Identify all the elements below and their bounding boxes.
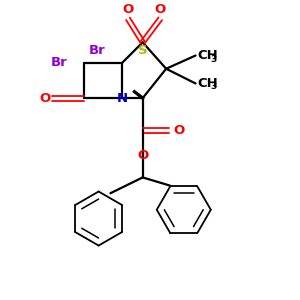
Text: O: O [137, 149, 148, 162]
Text: Br: Br [88, 44, 105, 57]
Text: CH: CH [198, 77, 219, 90]
Text: O: O [39, 92, 50, 105]
Text: 3: 3 [210, 82, 217, 91]
Text: 3: 3 [210, 55, 217, 64]
Text: CH: CH [198, 49, 219, 62]
Text: N: N [116, 92, 128, 105]
Text: Br: Br [51, 56, 68, 69]
Text: O: O [122, 3, 134, 16]
Text: O: O [173, 124, 185, 137]
Text: S: S [138, 44, 148, 57]
Text: O: O [155, 3, 166, 16]
